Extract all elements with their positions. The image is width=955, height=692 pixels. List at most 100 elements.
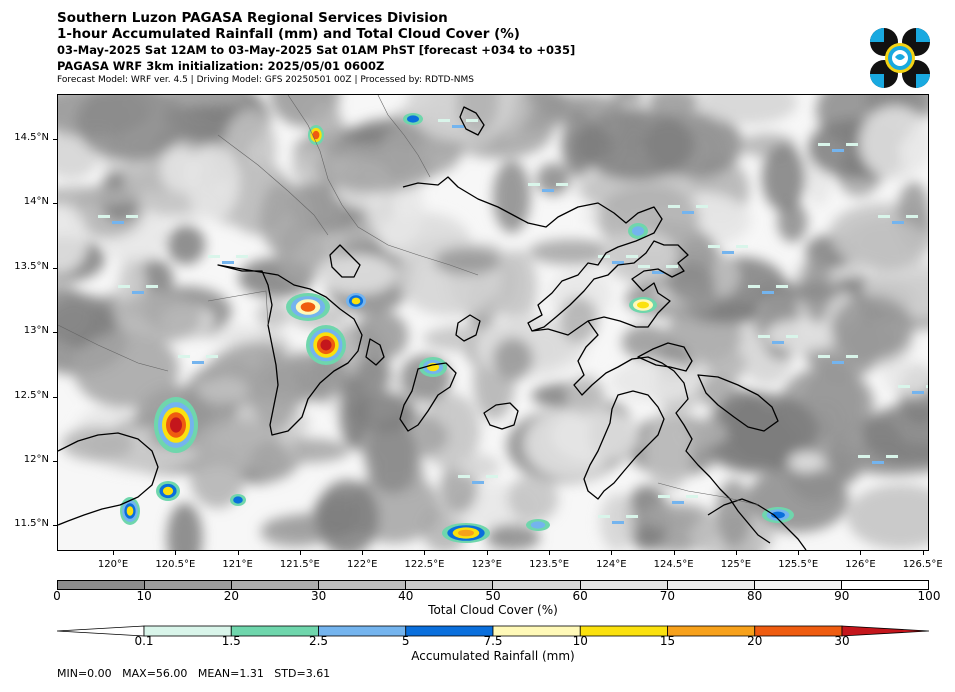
cloud-cover-swatch [232,581,320,589]
cloud-cover-swatch [493,581,581,589]
cloud-patch [250,440,291,482]
lon-tick [113,551,115,555]
lon-tick-label: 121.5°E [279,559,320,570]
rain-streak [818,355,830,358]
cloud-patch [577,108,695,180]
cloud-patch [836,218,928,272]
rain-streak [682,211,694,214]
cloud-patch [454,454,501,479]
lat-tick-label: 14°N [23,196,49,208]
rain-streak [486,475,498,478]
rainfall-field [98,113,928,543]
cloud-cover-swatch [841,581,928,589]
lat-tick [53,139,57,141]
cloud-cover-swatch [145,581,233,589]
cloud-patch [259,181,312,256]
cloud-patch [316,254,398,294]
rain-streak [832,149,844,152]
rain-streak [708,245,720,248]
cloud-patch [355,311,409,361]
rain-streak [236,255,248,258]
rain-streak [626,255,638,258]
cloud-cover-colorbar [57,580,929,590]
lon-tick [611,551,613,555]
rainfall-swatch [492,625,581,637]
rain-streak [208,255,220,258]
rain-streak [626,515,638,518]
coastline-samar-east [697,374,779,432]
coastline-marinduque [329,244,361,278]
rain-streak [612,261,624,264]
rainfall-tick-label: 20 [747,634,763,648]
rain-cell [632,226,644,236]
cloud-patch [705,347,746,383]
rain-streak [832,361,844,364]
cloud-patch [365,419,418,494]
lon-tick [798,551,800,555]
cloud-patch [734,400,767,459]
coastline-luzon-bicol [402,176,689,336]
coastlines [58,106,807,550]
rainfall-swatch [318,625,407,637]
lon-tick-label: 125.5°E [778,559,819,570]
cloud-patch [764,319,841,352]
statistics-line: MIN=0.00 MAX=56.00 MEAN=1.31 STD=3.61 [57,667,331,680]
rain-streak [542,189,554,192]
cloud-patch [58,186,142,207]
rain-streak [118,285,130,288]
cloud-patch [434,247,501,275]
cloud-patch [787,451,825,473]
rain-cell [170,417,182,433]
cloud-cover-swatch [667,581,755,589]
rainfall-tick-label: 2.5 [308,634,329,648]
rain-streak [652,271,664,274]
cloud-patch [61,426,136,462]
rainfall-max-extend [841,625,930,637]
lat-tick [53,396,57,398]
rain-cell [530,521,546,529]
lon-tick [549,551,551,555]
rain-streak [438,119,450,122]
lon-tick [175,551,177,555]
coastline-samar [583,390,665,500]
cloud-patch [256,301,291,329]
lat-tick [53,203,57,205]
rain-streak [612,521,624,524]
title-line-2: 1-hour Accumulated Rainfall (mm) and Tot… [57,26,520,42]
rain-streak [886,455,898,458]
title-line-1: Southern Luzon PAGASA Regional Services … [57,10,448,26]
lon-tick [486,551,488,555]
lat-tick-label: 11.5°N [14,518,49,530]
rain-cell [351,297,361,305]
rain-cell [771,511,785,519]
coastline-masbate [399,362,457,432]
rain-streak [772,341,784,344]
cloud-patch [75,95,185,161]
coastline-polillo [459,106,485,136]
rain-streak [458,475,470,478]
lon-tick-label: 121°E [222,559,253,570]
rain-streak [906,215,918,218]
lat-tick-label: 14.5°N [14,132,49,144]
coastline-romblon [365,338,385,366]
rain-cell [320,339,332,351]
rain-cell [312,130,320,140]
cloud-patch [566,375,605,416]
lon-tick-label: 123.5°E [529,559,570,570]
cloud-patch [492,337,533,381]
rain-streak [818,143,830,146]
lon-tick [424,551,426,555]
cloud-cover-tick-label: 30 [310,589,327,603]
rain-streak [846,355,858,358]
cloud-patch [559,296,599,344]
rain-streak [192,361,204,364]
lat-tick [53,525,57,527]
cloud-cover-tick-label: 100 [917,589,941,603]
rainfall-tick-label: 0.1 [134,634,154,648]
province-boundaries [58,95,759,506]
cloud-cover-swatch [58,581,146,589]
rain-cell [637,301,649,309]
cloud-patch [355,354,392,396]
lon-tick-label: 126°E [845,559,876,570]
rainfall-min-extend [57,625,145,637]
